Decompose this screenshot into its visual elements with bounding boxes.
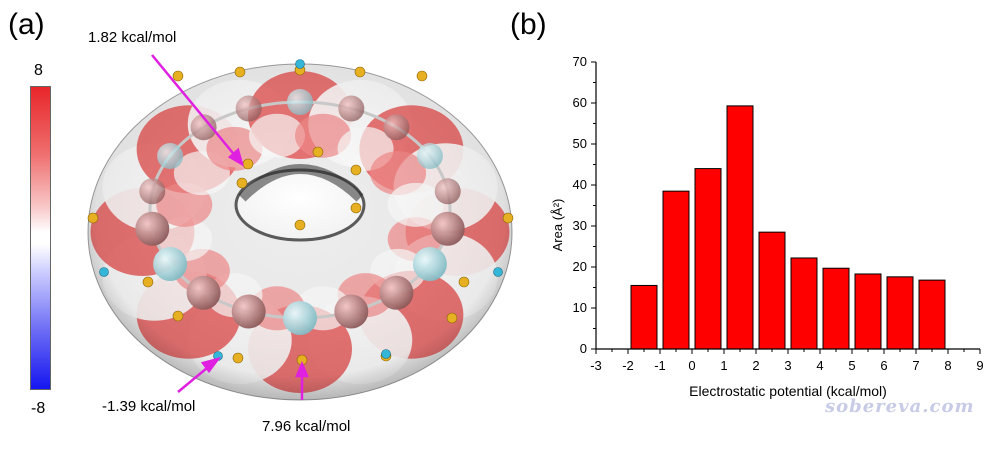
atom-sphere <box>334 294 369 329</box>
histogram-bar <box>886 276 914 350</box>
x-tick-label: 9 <box>976 358 983 373</box>
maximum-point <box>350 202 362 214</box>
maximum-point <box>458 276 470 288</box>
annotation-min: -1.39 kcal/mol <box>102 398 196 415</box>
colorbar <box>30 86 51 390</box>
x-tick-label: 0 <box>688 358 695 373</box>
annotation-max: 7.96 kcal/mol <box>262 418 351 435</box>
maximum-point <box>172 310 184 322</box>
atom-sphere <box>157 143 184 169</box>
x-tick-label: -3 <box>590 358 602 373</box>
x-tick-label: 5 <box>848 358 855 373</box>
minimum-point <box>295 59 305 69</box>
atom-sphere <box>383 114 410 141</box>
histogram-bar <box>790 257 818 350</box>
maximum-point <box>236 177 248 189</box>
maximum-point <box>87 212 99 224</box>
x-tick-label: 4 <box>816 358 823 373</box>
atom-sphere <box>153 247 188 281</box>
atom-sphere <box>416 143 443 169</box>
y-tick-label: 0 <box>580 341 587 356</box>
x-tick-label: 1 <box>720 358 727 373</box>
x-tick-label: -1 <box>654 358 666 373</box>
histogram-chart: 0 10 20 30 40 50 60 70 -3 -2 -1 0 1 2 3 4 5 6 7 8 9 Area (Å²… <box>550 54 984 399</box>
minimum-point <box>493 267 503 277</box>
atom-sphere <box>186 275 221 310</box>
x-tick-label: -2 <box>622 358 634 373</box>
atom-sphere <box>190 114 217 141</box>
histogram-bar <box>918 279 946 350</box>
x-axis-label: Electrostatic potential (kcal/mol) <box>689 383 887 399</box>
y-tick-label: 70 <box>573 54 587 69</box>
maximum-point <box>142 276 154 288</box>
panel-b-label: (b) <box>510 8 547 41</box>
maximum-point <box>502 212 514 224</box>
atom-sphere <box>135 211 170 246</box>
histogram-bar <box>630 284 658 350</box>
histogram-bar <box>726 105 754 350</box>
maximum-point <box>312 146 324 158</box>
minimum-point <box>99 267 109 277</box>
histogram-bar <box>694 168 722 350</box>
maximum-point <box>234 66 246 78</box>
colorbar-min-label: -8 <box>31 400 46 417</box>
atom-sphere <box>434 178 461 205</box>
histogram-bar <box>758 231 786 350</box>
maximum-point <box>172 70 184 82</box>
maximum-point <box>242 158 254 170</box>
atom-sphere <box>139 178 166 205</box>
histogram-bar <box>822 267 850 350</box>
colorbar-max-label: 8 <box>34 62 43 79</box>
atom-sphere <box>338 95 365 122</box>
atom-sphere <box>283 301 317 335</box>
maximum-point <box>294 219 306 231</box>
y-tick-label: 20 <box>573 259 587 274</box>
maximum-point <box>446 312 458 324</box>
x-tick-label: 8 <box>944 358 951 373</box>
annotation-max-local: 1.82 kcal/mol <box>88 29 177 46</box>
minimum-point <box>381 349 391 359</box>
x-tick-label: 6 <box>880 358 887 373</box>
y-tick-label: 50 <box>573 136 587 151</box>
y-axis-label: Area (Å²) <box>550 199 565 252</box>
x-tick-label: 2 <box>752 358 759 373</box>
atom-sphere <box>235 95 262 122</box>
y-tick-label: 30 <box>573 218 587 233</box>
histogram-bar <box>662 190 690 350</box>
atom-sphere <box>379 275 414 310</box>
maximum-point <box>350 164 362 176</box>
x-tick-label: 3 <box>784 358 791 373</box>
atom-sphere <box>430 211 465 246</box>
y-tick-label: 60 <box>573 95 587 110</box>
maximum-point <box>232 352 244 364</box>
histogram-bar <box>854 273 882 350</box>
atom-sphere <box>412 247 447 281</box>
x-tick-label: 7 <box>912 358 919 373</box>
maximum-point <box>354 66 366 78</box>
atom-sphere <box>231 294 266 329</box>
maximum-point <box>416 70 428 82</box>
molecule-surface-image <box>87 54 514 401</box>
y-tick-label: 40 <box>573 177 587 192</box>
panel-a-label: (a) <box>8 8 45 41</box>
atom-sphere <box>287 89 313 115</box>
y-tick-label: 10 <box>573 300 587 315</box>
watermark: sobereva.com <box>825 396 975 417</box>
